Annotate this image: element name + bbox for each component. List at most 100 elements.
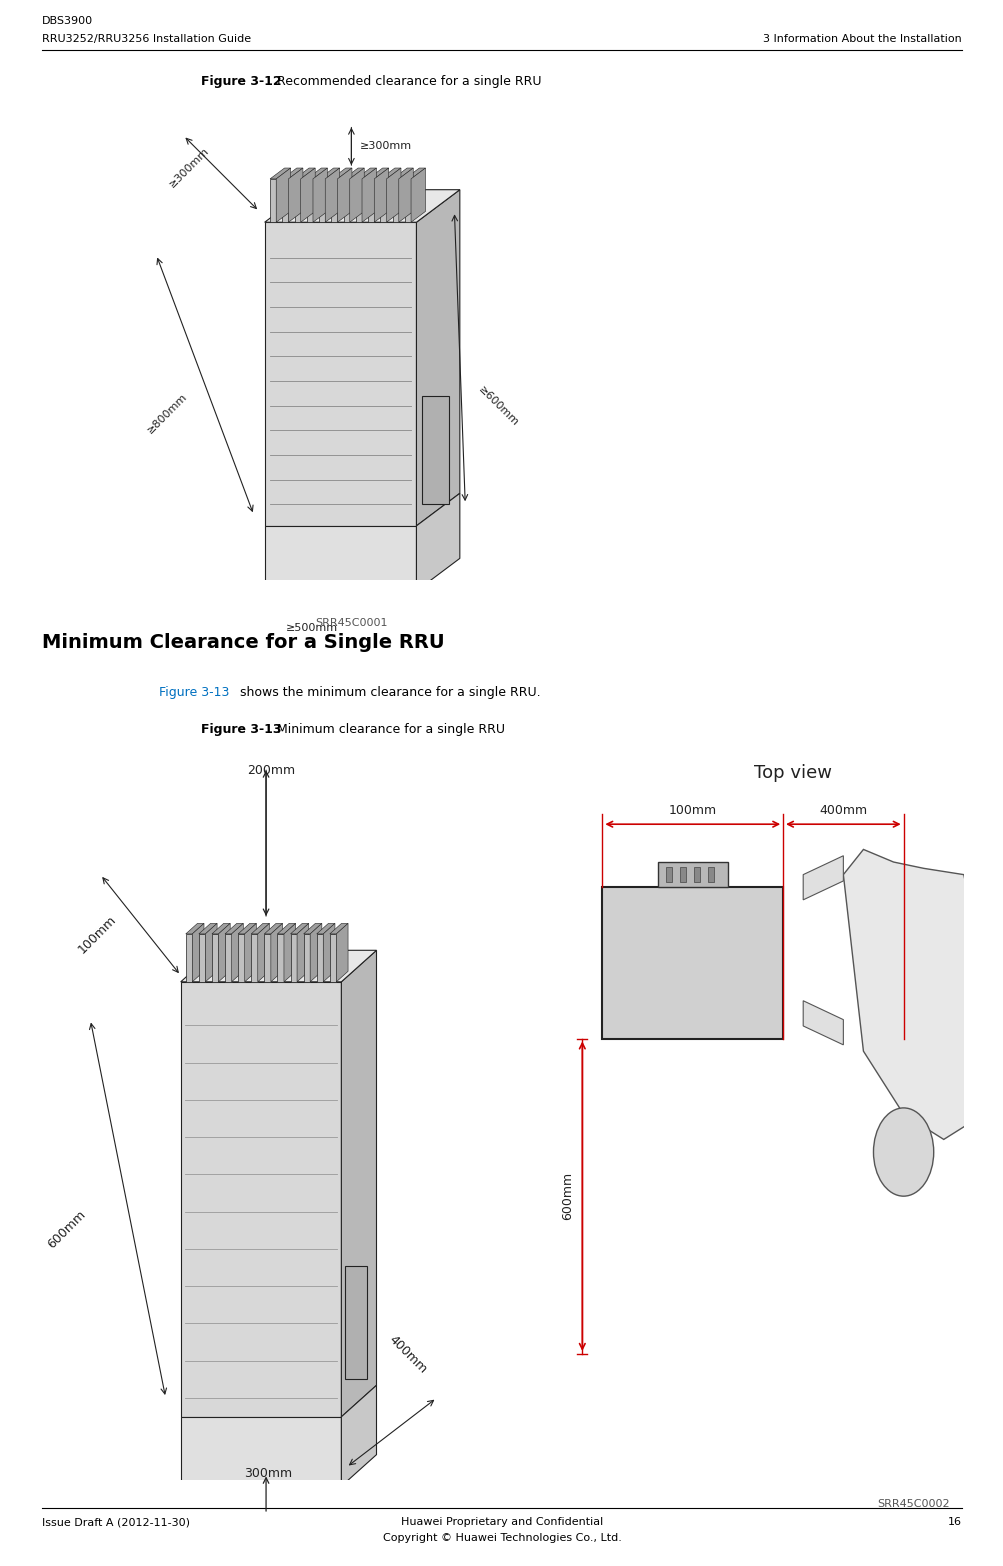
Text: RRU3252/RRU3256 Installation Guide: RRU3252/RRU3256 Installation Guide xyxy=(42,34,251,44)
Polygon shape xyxy=(343,179,349,222)
Polygon shape xyxy=(271,924,282,982)
Text: 400mm: 400mm xyxy=(386,1333,429,1375)
Polygon shape xyxy=(270,179,276,222)
Polygon shape xyxy=(258,924,269,982)
Polygon shape xyxy=(290,933,297,982)
Polygon shape xyxy=(276,168,291,222)
Polygon shape xyxy=(199,933,206,982)
Polygon shape xyxy=(265,189,459,222)
Polygon shape xyxy=(380,179,386,222)
Polygon shape xyxy=(186,933,193,982)
Polygon shape xyxy=(843,849,983,1140)
Polygon shape xyxy=(277,924,295,933)
Polygon shape xyxy=(245,924,256,982)
Polygon shape xyxy=(319,179,325,222)
Text: Huawei Proprietary and Confidential: Huawei Proprietary and Confidential xyxy=(400,1517,603,1527)
Text: Figure 3-13: Figure 3-13 xyxy=(158,686,229,698)
Text: DBS3900: DBS3900 xyxy=(42,16,93,25)
Polygon shape xyxy=(303,924,322,933)
Bar xyxy=(665,868,671,882)
Polygon shape xyxy=(212,924,230,933)
Polygon shape xyxy=(316,924,335,933)
Polygon shape xyxy=(206,924,217,982)
Text: 100mm: 100mm xyxy=(668,803,716,816)
Polygon shape xyxy=(225,933,232,982)
Polygon shape xyxy=(310,924,322,982)
Ellipse shape xyxy=(873,1107,933,1196)
Bar xyxy=(657,861,727,888)
Polygon shape xyxy=(374,168,388,222)
Text: Minimum Clearance for a Single RRU: Minimum Clearance for a Single RRU xyxy=(42,633,444,651)
Polygon shape xyxy=(404,168,425,179)
Polygon shape xyxy=(307,179,313,222)
Bar xyxy=(707,868,713,882)
Polygon shape xyxy=(349,168,364,222)
Polygon shape xyxy=(416,189,459,526)
Polygon shape xyxy=(264,924,282,933)
Polygon shape xyxy=(343,168,364,179)
Polygon shape xyxy=(362,168,376,222)
Text: ≥800mm: ≥800mm xyxy=(145,392,190,435)
Text: shows the minimum clearance for a single RRU.: shows the minimum clearance for a single… xyxy=(236,686,540,698)
Text: ≥300mm: ≥300mm xyxy=(166,146,211,189)
Polygon shape xyxy=(410,168,425,222)
Polygon shape xyxy=(802,855,843,900)
Polygon shape xyxy=(341,1386,376,1486)
Polygon shape xyxy=(282,179,288,222)
Text: Issue Draft A (2012-11-30): Issue Draft A (2012-11-30) xyxy=(42,1517,190,1527)
Polygon shape xyxy=(404,179,410,222)
Polygon shape xyxy=(319,168,339,179)
Polygon shape xyxy=(181,982,341,1417)
Bar xyxy=(679,868,685,882)
Polygon shape xyxy=(251,924,269,933)
Polygon shape xyxy=(802,1001,843,1045)
Polygon shape xyxy=(282,168,303,179)
Polygon shape xyxy=(303,933,310,982)
Bar xyxy=(345,1265,367,1380)
Polygon shape xyxy=(329,933,336,982)
Polygon shape xyxy=(251,933,258,982)
Polygon shape xyxy=(316,933,323,982)
Text: 3 Information About the Installation: 3 Information About the Installation xyxy=(762,34,961,44)
Polygon shape xyxy=(219,924,230,982)
Polygon shape xyxy=(284,924,295,982)
Text: 16: 16 xyxy=(947,1517,961,1527)
Text: 300mm: 300mm xyxy=(244,1467,292,1480)
Bar xyxy=(693,868,699,882)
Polygon shape xyxy=(294,179,301,222)
Polygon shape xyxy=(416,493,459,590)
Polygon shape xyxy=(199,924,217,933)
Polygon shape xyxy=(355,168,376,179)
Text: 100mm: 100mm xyxy=(75,913,118,957)
Polygon shape xyxy=(238,924,256,933)
Polygon shape xyxy=(380,168,400,179)
Polygon shape xyxy=(212,933,219,982)
Polygon shape xyxy=(329,924,348,933)
Text: 600mm: 600mm xyxy=(45,1207,88,1251)
Polygon shape xyxy=(181,1417,341,1486)
Text: 200mm: 200mm xyxy=(247,764,295,777)
Bar xyxy=(602,888,782,1038)
Text: Minimum clearance for a single RRU: Minimum clearance for a single RRU xyxy=(273,723,505,736)
Text: 600mm: 600mm xyxy=(561,1171,574,1220)
Polygon shape xyxy=(331,179,337,222)
Polygon shape xyxy=(392,179,398,222)
Polygon shape xyxy=(277,933,284,982)
Polygon shape xyxy=(386,168,400,222)
Polygon shape xyxy=(337,168,352,222)
Polygon shape xyxy=(232,924,243,982)
Polygon shape xyxy=(290,924,309,933)
Bar xyxy=(421,396,448,504)
Polygon shape xyxy=(301,168,315,222)
Text: ≥300mm: ≥300mm xyxy=(360,141,412,150)
Polygon shape xyxy=(264,933,271,982)
Polygon shape xyxy=(238,933,245,982)
Polygon shape xyxy=(225,924,243,933)
Text: SRR45C0002: SRR45C0002 xyxy=(877,1499,949,1508)
Polygon shape xyxy=(323,924,335,982)
Text: ≥500mm: ≥500mm xyxy=(286,623,338,633)
Polygon shape xyxy=(325,168,339,222)
Polygon shape xyxy=(313,168,327,222)
Polygon shape xyxy=(355,179,362,222)
Polygon shape xyxy=(265,222,416,526)
